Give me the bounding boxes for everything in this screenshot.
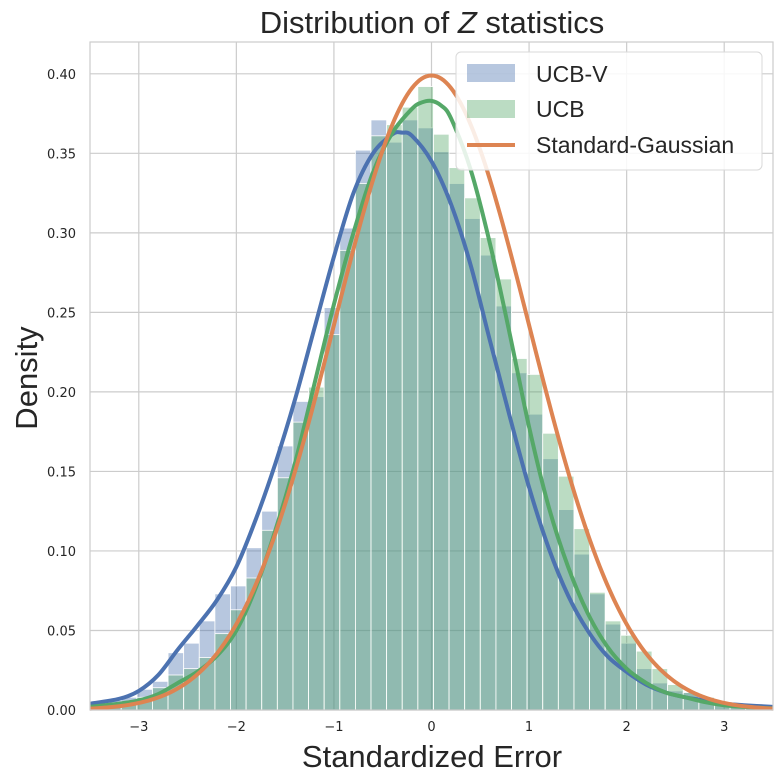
ucb-histogram-bar <box>386 124 403 711</box>
chart-title: Distribution of Z statistics <box>260 5 605 40</box>
legend-box <box>455 51 763 171</box>
chart-title-suffix: statistics <box>477 5 604 40</box>
chart-title-variable: Z <box>457 5 478 40</box>
x-tick-label: −2 <box>227 720 246 735</box>
chart-title-prefix: Distribution of <box>260 5 458 40</box>
ucb-v-histogram <box>89 119 762 711</box>
plot-area-frame <box>89 41 774 711</box>
y-tick-label: 0.15 <box>47 465 76 480</box>
standard-gaussian-line <box>89 73 774 711</box>
y-tick-labels: 0.00 0.05 0.10 0.15 0.20 0.25 0.30 0.35 0.40 <box>47 68 76 719</box>
x-axis-label: Standardized Error <box>302 739 562 774</box>
x-tick-label: 3 <box>720 720 728 735</box>
y-tick-label: 0.35 <box>47 147 76 162</box>
legend-label-standard-gaussian: Standard-Gaussian <box>536 132 734 158</box>
x-tick-label: 1 <box>525 720 533 735</box>
density-curves <box>89 73 774 711</box>
x-tick-label: 2 <box>623 720 631 735</box>
y-tick-label: 0.40 <box>47 68 76 83</box>
y-tick-label: 0.25 <box>47 306 76 321</box>
ucb-histogram-bar <box>495 278 512 711</box>
x-tick-label: −1 <box>324 720 343 735</box>
ucb-histogram-bar <box>261 529 278 711</box>
legend-swatch-ucb-v <box>467 64 515 82</box>
legend-label-ucb-v: UCB-V <box>536 61 608 87</box>
ucb-histogram-bar <box>433 133 450 711</box>
legend: UCB-V UCB Standard-Gaussian <box>455 51 763 171</box>
x-tick-label: 0 <box>427 720 435 735</box>
y-tick-label: 0.20 <box>47 386 76 401</box>
ucb-histogram-bar <box>308 386 325 711</box>
ucb-histogram-bar <box>448 167 466 711</box>
y-tick-label: 0.10 <box>47 545 76 560</box>
legend-label-ucb: UCB <box>536 96 585 122</box>
ucb-histogram-bar <box>417 86 434 711</box>
ucb-histogram-bar <box>370 135 388 711</box>
y-axis-label: Density <box>9 326 44 430</box>
x-tick-label: −3 <box>129 720 148 735</box>
y-tick-label: 0.00 <box>47 704 76 719</box>
ucb-histogram-bar <box>354 183 372 711</box>
y-tick-label: 0.30 <box>47 227 76 242</box>
legend-swatch-ucb <box>467 100 515 118</box>
ucb-histogram-bar <box>323 334 341 711</box>
ucb-histogram-bar <box>339 249 356 711</box>
ucb-histogram-bar <box>401 106 419 711</box>
x-tick-labels: −3 −2 −1 0 1 2 3 <box>129 720 728 735</box>
y-tick-label: 0.05 <box>47 624 76 639</box>
